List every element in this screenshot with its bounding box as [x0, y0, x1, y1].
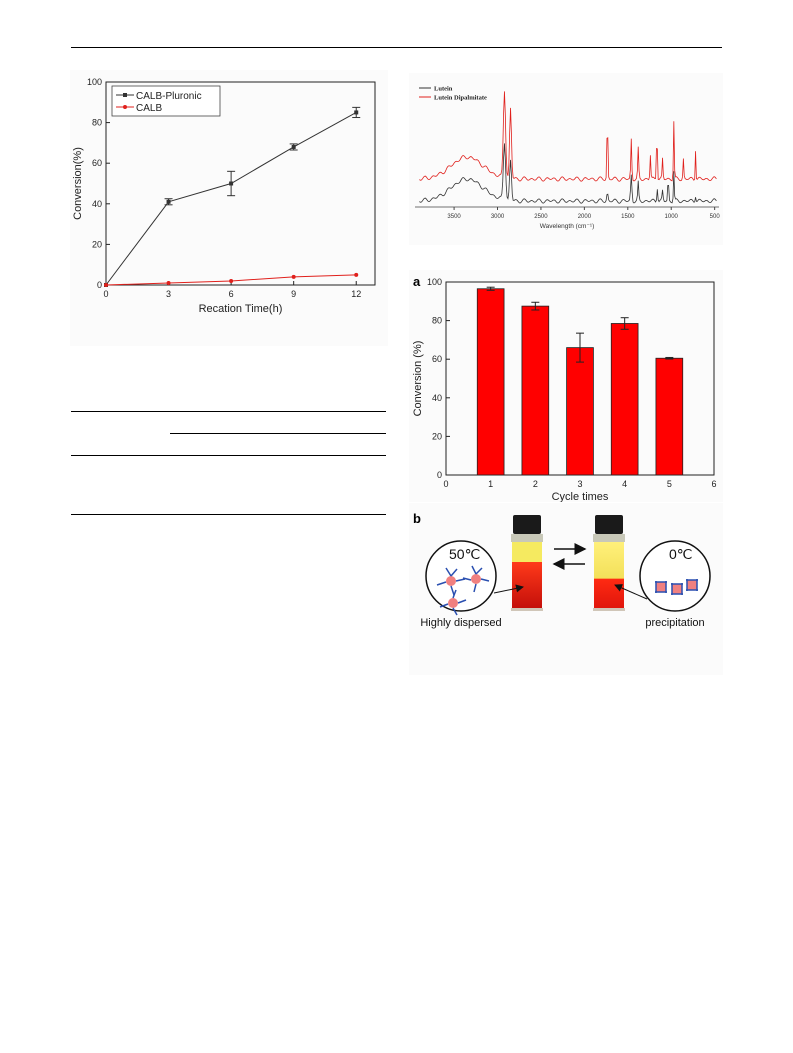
- y-tick-label: 60: [432, 354, 442, 364]
- y-tick-label: 40: [432, 393, 442, 403]
- y-tick-label: 60: [92, 158, 102, 168]
- page-header-rule: [71, 47, 722, 48]
- legend-label: Lutein: [434, 86, 453, 93]
- legend-marker: [123, 105, 127, 109]
- y-tick-label: 100: [87, 77, 102, 87]
- x-tick-label: 0: [443, 479, 448, 489]
- legend-label: CALB-Pluronic: [136, 91, 202, 102]
- x-tick-label: 2: [533, 479, 538, 489]
- x-tick-label: 3: [577, 479, 582, 489]
- data-point: [354, 110, 359, 115]
- data-point: [166, 199, 171, 204]
- data-point: [229, 181, 234, 186]
- data-point: [229, 278, 234, 283]
- bar: [476, 288, 505, 476]
- legend-label: CALB: [136, 103, 162, 114]
- x-axis-label: Wavelength (cm⁻¹): [540, 223, 594, 230]
- x-axis-label: Recation Time(h): [199, 303, 283, 315]
- y-tick-label: 0: [97, 280, 102, 290]
- table-top-rule: [71, 411, 386, 412]
- vial-left-photo: [511, 515, 543, 611]
- right-pointer: [614, 584, 648, 600]
- y-tick-label: 100: [427, 277, 442, 287]
- table-sub-rule: [170, 433, 386, 434]
- aggregate-icons: [655, 579, 698, 595]
- right-temperature: 0℃: [669, 546, 693, 562]
- legend-box: [111, 85, 221, 117]
- data-point: [291, 274, 296, 279]
- spectrum-lutein: [419, 143, 717, 204]
- conversion-time-svg: 0 3 6 9 12 0 20 40 60 80 100 Recation Time(h) Conver…: [72, 77, 376, 315]
- reuse-cycles-chart: a 0 1 2 3 4 5 6 0 20 40 60 80 100 Cycle times Conversio…: [409, 270, 723, 502]
- spectrum-lutein-dipalmitate: [419, 91, 717, 182]
- data-point: [104, 283, 108, 287]
- legend-marker: [123, 93, 127, 97]
- left-temperature: 50℃: [449, 546, 480, 562]
- right-caption: precipitation: [645, 617, 704, 629]
- x-tick-label: 12: [351, 289, 361, 299]
- x-tick-label: 3: [166, 289, 171, 299]
- x-tick-label: 3000: [491, 214, 505, 220]
- x-tick-label: 0: [103, 289, 108, 299]
- bar: [566, 347, 594, 476]
- y-tick-label: 0: [437, 470, 442, 480]
- bar: [655, 357, 684, 476]
- table-bottom-rule: [71, 514, 386, 515]
- series-line: [105, 112, 357, 286]
- x-tick-label: 6: [711, 479, 716, 489]
- table-mid-rule: [71, 455, 386, 456]
- dispersed-circle: [425, 540, 497, 612]
- x-tick-label: 2500: [534, 214, 548, 220]
- left-pointer: [493, 584, 524, 594]
- photo-panel: b 50℃ Highly dispersed: [409, 503, 723, 675]
- x-tick-label: 2000: [578, 214, 592, 220]
- y-tick-label: 20: [92, 239, 102, 249]
- x-tick-label: 1500: [621, 214, 635, 220]
- panel-b-label: b: [413, 511, 421, 526]
- ftir-svg: 3500 3000 2500 2000 1500 1000 500 Wavelength (c…: [415, 86, 721, 230]
- x-axis-label: Cycle times: [552, 491, 609, 502]
- y-axis-label: Conversion(%): [72, 147, 84, 220]
- y-tick-label: 20: [432, 431, 442, 441]
- legend-label: Lutein Dipalmitate: [434, 95, 487, 102]
- x-tick-label: 3500: [447, 214, 461, 220]
- dispersed-micelle-icons: [436, 565, 490, 616]
- data-point: [354, 272, 359, 277]
- y-tick-label: 80: [432, 316, 442, 326]
- x-tick-label: 1000: [665, 214, 679, 220]
- x-tick-label: 4: [622, 479, 627, 489]
- conversion-time-chart: 0 3 6 9 12 0 20 40 60 80 100 Recation Time(h) Conver…: [70, 70, 388, 346]
- panel-a-label: a: [413, 274, 421, 289]
- bar: [610, 323, 639, 476]
- x-tick-label: 6: [229, 289, 234, 299]
- precipitation-circle: [639, 540, 711, 612]
- data-point: [291, 144, 296, 149]
- bar: [521, 305, 550, 476]
- x-tick-label: 5: [667, 479, 672, 489]
- plot-frame: [105, 81, 376, 286]
- y-axis-label: Conversion (%): [412, 341, 424, 417]
- left-caption: Highly dispersed: [420, 617, 501, 629]
- x-tick-label: 9: [291, 289, 296, 299]
- x-tick-label: 500: [710, 214, 721, 220]
- y-tick-label: 40: [92, 199, 102, 209]
- y-tick-label: 80: [92, 118, 102, 128]
- data-point: [166, 280, 171, 285]
- ftir-chart: 3500 3000 2500 2000 1500 1000 500 Wavelength (c…: [409, 73, 723, 245]
- x-tick-label: 1: [488, 479, 493, 489]
- vial-right-photo: [593, 515, 625, 611]
